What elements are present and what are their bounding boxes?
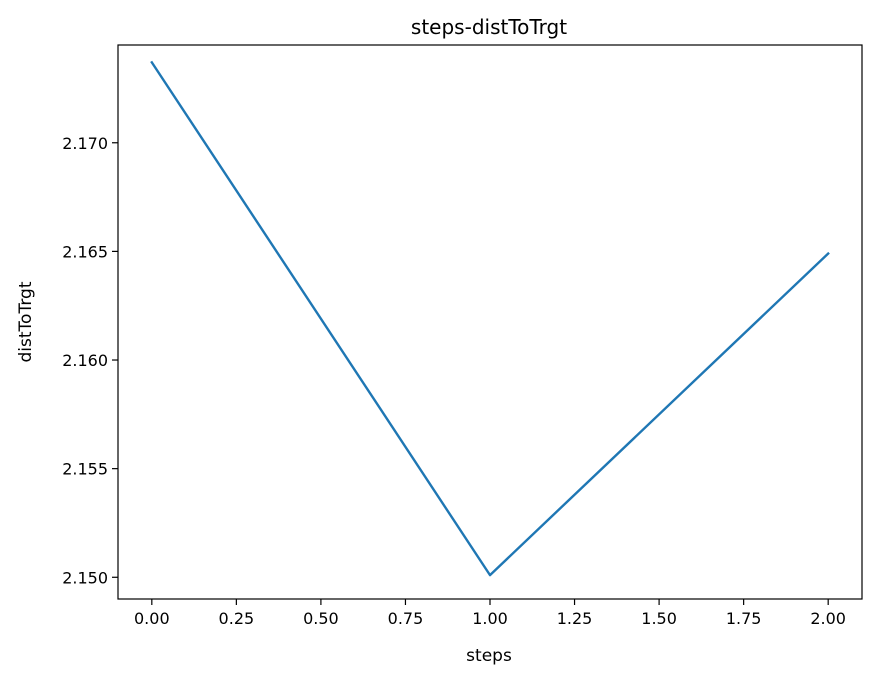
y-axis-ticks: 2.150 2.155 2.160 2.165 2.170 [62, 134, 118, 587]
x-axis-ticks: 0.00 0.25 0.50 0.75 1.00 1.25 1.50 1.75 2.00 [134, 599, 846, 628]
x-tick-label: 1.50 [641, 609, 677, 628]
x-tick-label: 0.50 [303, 609, 339, 628]
series-line [150, 60, 830, 577]
y-axis-label: distToTrgt [16, 281, 36, 362]
x-tick-label: 0.25 [219, 609, 255, 628]
y-tick-label: 2.160 [62, 351, 108, 370]
x-tick-label: 0.00 [134, 609, 170, 628]
x-tick-label: 1.75 [726, 609, 762, 628]
x-tick-label: 1.25 [557, 609, 593, 628]
x-tick-label: 0.75 [388, 609, 424, 628]
chart-title: steps-distToTrgt [411, 15, 567, 39]
y-tick-label: 2.150 [62, 568, 108, 587]
y-tick-label: 2.155 [62, 460, 108, 479]
x-tick-label: 1.00 [472, 609, 508, 628]
y-tick-label: 2.170 [62, 134, 108, 153]
y-tick-label: 2.165 [62, 242, 108, 261]
plot-frame [117, 44, 863, 600]
series-layer [150, 60, 830, 577]
x-tick-label: 2.00 [810, 609, 846, 628]
x-axis-label: steps [466, 646, 512, 666]
plot-area [118, 45, 862, 599]
